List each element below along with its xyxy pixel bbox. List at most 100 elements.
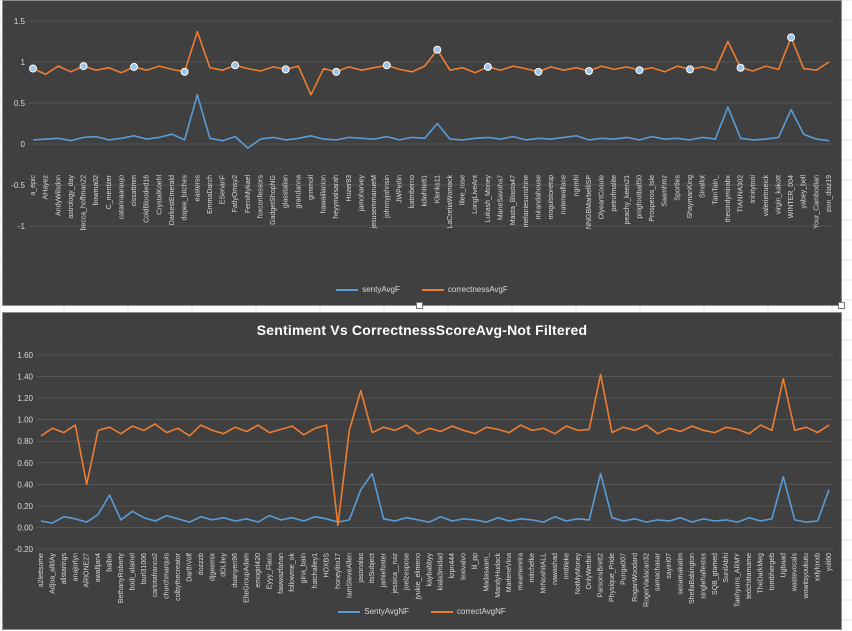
resize-handle[interactable] — [416, 302, 423, 309]
data-point-marker — [584, 67, 593, 76]
x-tick-label: melaniesunshine — [523, 175, 530, 228]
y-tick-label: 0.00 — [17, 523, 33, 532]
x-tick-label: wastevocals — [792, 553, 799, 593]
x-tick-label: mogulstoretop — [548, 175, 555, 219]
x-tick-label: yabey_bell — [801, 175, 808, 209]
x-tick-label: BethanyRoberty — [118, 553, 125, 604]
series-line-sentyAvgF — [32, 94, 830, 149]
x-tick-label: jesusemmanueM — [371, 175, 378, 229]
y-tick-label: 0.40 — [17, 480, 33, 489]
y-tick-label: 1.20 — [17, 394, 33, 403]
x-tick-label: RoganWoodard — [632, 553, 639, 602]
chart-plot-filtered: 1.5 1 0.5 0 -0.5 -1 a_epic AHayez AndyWilsdon ast… — [11, 17, 833, 231]
x-tick-label: Taehyuns_ARMY — [735, 553, 742, 607]
x-tick-label: JWPerlin — [396, 175, 403, 203]
x-tick-label: seoamakatim — [678, 553, 685, 595]
data-point-marker — [180, 67, 189, 76]
y-tick-label: 0.5 — [14, 99, 26, 108]
x-tick-label: lilee_rose — [460, 175, 467, 205]
x-tick-label: valerietrueick — [763, 175, 770, 217]
resize-handle[interactable] — [838, 302, 845, 309]
data-point-marker — [787, 33, 796, 42]
x-tick-label: anajorlyn — [72, 553, 79, 582]
x-tick-label: dopee_bitches — [182, 175, 189, 221]
x-tick-label: LaCretiaWomack — [447, 175, 454, 229]
x-tick-label: a2lettsome — [38, 553, 45, 587]
x-tick-label: baibie — [107, 553, 114, 572]
y-tick-label: 1.5 — [14, 17, 26, 26]
x-tick-label: tombhergeb — [769, 553, 776, 590]
x-tick-label: djgeemix — [209, 553, 216, 582]
y-tick-label: 0 — [21, 140, 26, 149]
x-tick-label: OnlyWerbin — [586, 553, 593, 590]
x-tick-label: CrystalKoehl — [156, 175, 163, 215]
y-tick-label: 1.40 — [17, 373, 33, 382]
x-tick-label: johnnyjohnsin — [384, 175, 391, 219]
x-tick-label: RogerVadacan32 — [643, 553, 650, 607]
x-tick-label: NNGBMarbelliSP — [586, 175, 593, 229]
x-tick-label: MrNoshitALL — [540, 553, 547, 594]
x-tick-label: peachy_keen21 — [624, 175, 631, 225]
x-tick-label: mitchelke — [529, 553, 536, 583]
series-line-SentyAvgNF — [40, 472, 830, 524]
x-tick-label: katmberno — [409, 175, 416, 208]
chart-plot-not-filtered: 1.60 1.40 1.20 1.00 0.80 0.60 0.40 0.20 0.00 -0.2… — [15, 351, 833, 607]
x-tick-label: allstarings — [61, 553, 68, 585]
x-tick-label: wowitsyoukutu — [803, 553, 810, 600]
x-tick-label: colbythecreator — [175, 552, 182, 601]
x-tick-label: tedchittamame — [746, 553, 753, 599]
x-tick-label: lexivalvo — [461, 553, 468, 580]
x-tick-label: krpn444 — [449, 553, 456, 578]
data-point-marker — [433, 45, 442, 54]
chart-title: Sentiment Vs CorrectnessScoreAvg-Not Fil… — [256, 322, 588, 338]
x-tick-label: grandanna — [295, 175, 302, 209]
x-tick-label: FatlyOmsy2 — [232, 175, 239, 212]
x-tick-label: nawashad — [552, 553, 559, 585]
x-tick-label: petrofmalite — [611, 175, 618, 212]
x-tick-label: ShellaBabington — [689, 553, 696, 604]
data-point-marker — [130, 62, 139, 71]
x-tick-label: samachasar — [655, 552, 662, 591]
data-point-marker — [736, 63, 745, 72]
x-tick-label: churchmarquis — [164, 553, 171, 599]
y-tick-label: -1 — [18, 222, 26, 231]
data-point-marker — [534, 67, 543, 76]
data-point-marker — [281, 65, 290, 74]
x-tick-label: ShaymanKing — [687, 175, 694, 219]
x-tick-label: duanyen96 — [232, 553, 239, 588]
x-tick-label: naterwallace — [561, 175, 568, 214]
x-tick-label: ngrmhl — [573, 175, 580, 197]
x-tick-label: Adjoa_alldAy — [49, 553, 56, 594]
data-point-marker — [635, 66, 644, 75]
legend-item-SentyAvgNF: SentyAvgNF — [338, 607, 409, 616]
x-tick-label: gina_bain — [301, 553, 308, 583]
x-tick-label: C_mentzer — [106, 174, 113, 209]
x-tick-label: burl31006 — [141, 553, 148, 584]
data-point-marker — [79, 62, 88, 71]
x-tick-label: honeylito17 — [335, 553, 342, 589]
y-tick-label: 0.60 — [17, 459, 33, 468]
x-tick-label: Masta_Blasta47 — [510, 175, 517, 225]
x-tick-label: zion_diaz19 — [826, 175, 833, 212]
x-tick-label: jamoharvey — [359, 175, 366, 213]
x-tick-label: a_epic — [30, 175, 37, 196]
x-tick-label: ColdBlooded16 — [144, 175, 151, 223]
x-tick-label: virgin_kakott — [775, 175, 782, 214]
x-tick-label: kiala3midad — [438, 553, 445, 590]
x-tick-label: easterss — [194, 175, 201, 202]
x-tick-label: awalljan4 — [95, 553, 102, 582]
x-tick-label: dOLliey — [221, 553, 228, 577]
x-tick-label: yoli60 — [826, 553, 833, 571]
data-point-marker — [231, 61, 240, 70]
chart-panel-filtered[interactable]: 1.5 1 0.5 0 -0.5 -1 a_epic AHayez AndyWilsdon ast… — [2, 0, 842, 306]
x-tick-label: ManeSavoha7 — [497, 175, 504, 220]
x-tick-label: ElteGroupAdam — [244, 553, 251, 603]
x-tick-label: lil_pp — [472, 553, 479, 569]
x-tick-label: jessica__ruiz — [392, 553, 399, 595]
x-tick-label: Sinallot — [700, 175, 707, 198]
x-tick-label: meamereira — [518, 553, 525, 590]
series-line-correctAvgNF — [40, 373, 830, 527]
data-point-marker — [483, 62, 492, 71]
x-tick-label: NotMyMoney — [575, 553, 582, 595]
chart-panel-not-filtered[interactable]: Sentiment Vs CorrectnessScoreAvg-Not Fil… — [2, 312, 842, 630]
